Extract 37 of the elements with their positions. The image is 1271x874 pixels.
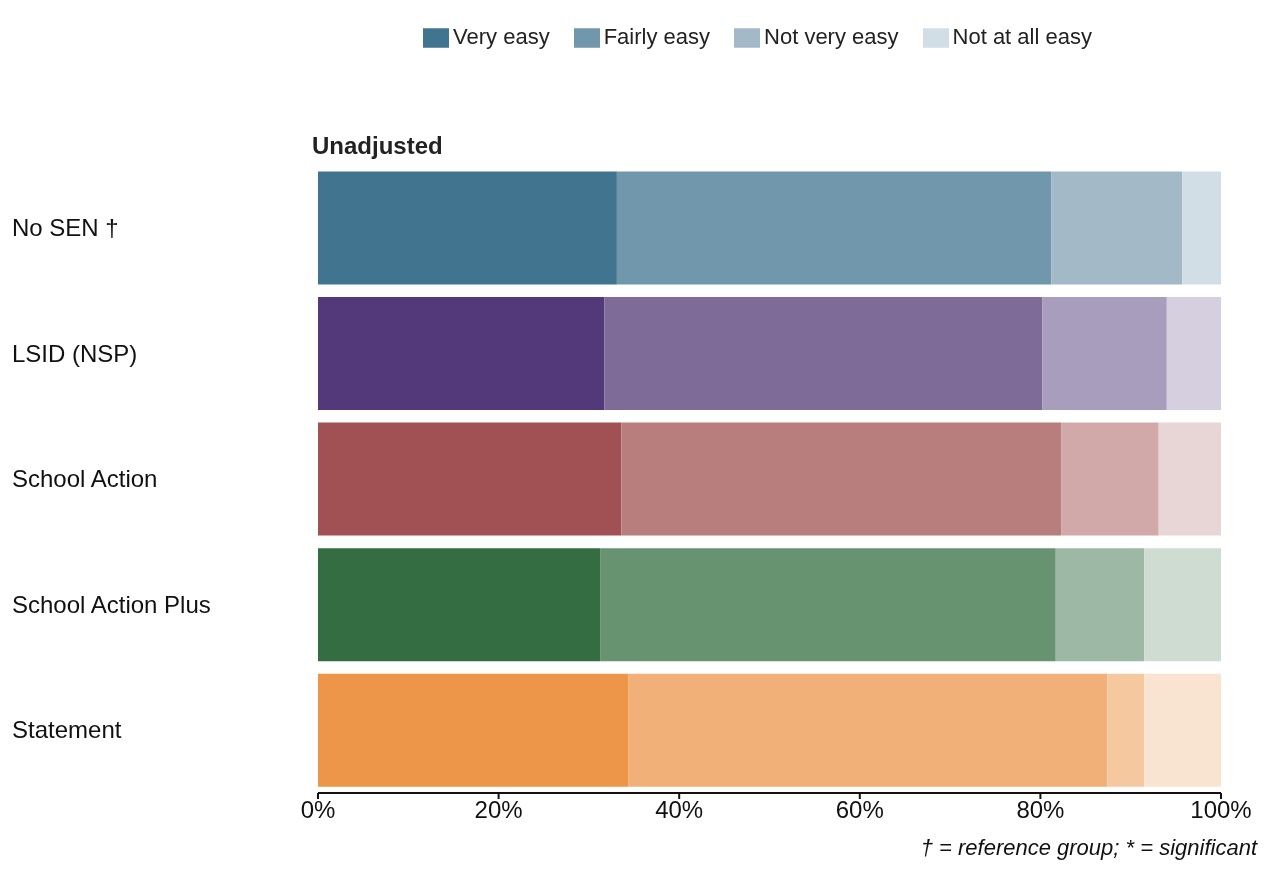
legend-label: Very easy [453,24,550,49]
legend-label: Not very easy [764,24,899,49]
x-tick-label: 60% [835,796,884,824]
bar [318,297,605,411]
y-tick-label: No SEN † [12,213,119,241]
bar [1061,422,1159,536]
bar [1166,297,1221,411]
bar [621,422,1062,536]
bar [1144,548,1221,662]
bar [1182,171,1221,285]
bar [600,548,1056,662]
y-tick-label: LSID (NSP) [12,339,138,367]
bar [1042,297,1167,411]
x-tick-label: 0% [300,796,336,824]
bar [616,171,1052,285]
bar [604,297,1043,411]
bar [318,548,601,662]
bar [628,673,1108,787]
text: † = reference group; * = significant [919,835,1259,861]
bar [318,673,629,787]
x-tick-label: 20% [474,796,523,824]
x-tick-label: 100% [1190,796,1252,824]
legend-label: Fairly easy [603,24,711,49]
bar [1055,548,1145,662]
y-tick-label: School Action Plus [12,590,211,618]
bar [318,422,622,536]
y-tick-label: Statement [12,716,122,744]
bar [318,171,617,285]
bar [1107,673,1145,787]
x-tick-label: 80% [1016,796,1065,824]
bar [1158,422,1221,536]
chart-title: Unadjusted [312,132,443,160]
legend-label: Not at all easy [952,24,1092,49]
x-tick-label: 40% [655,796,704,824]
bar [1051,171,1183,285]
y-tick-label: School Action [12,465,158,493]
bar [1144,673,1221,787]
